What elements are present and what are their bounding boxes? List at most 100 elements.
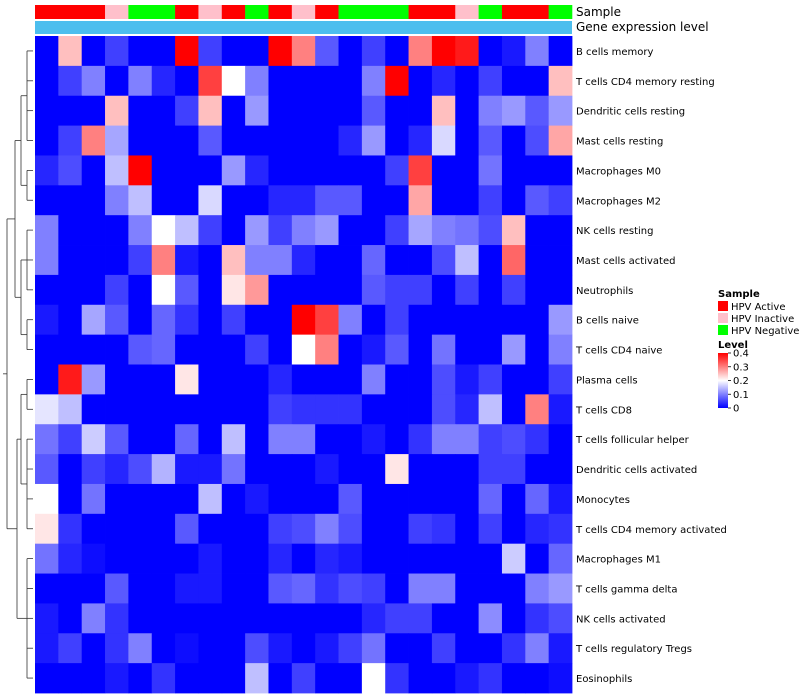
heatmap-cell	[35, 364, 59, 395]
heatmap-cell	[81, 633, 106, 664]
sample-annotation-track	[35, 5, 573, 19]
heatmap-cell	[431, 573, 456, 604]
heatmap-cell	[431, 215, 456, 246]
heatmap-cell	[105, 364, 129, 395]
heatmap-cell	[245, 663, 269, 694]
heatmap-cell	[81, 155, 106, 186]
heatmap-cell	[175, 573, 199, 604]
row-label: Monocytes	[576, 495, 630, 506]
level-tick-label: 0.2	[733, 376, 749, 387]
heatmap-cell	[478, 513, 503, 545]
heatmap-cell	[268, 185, 293, 216]
heatmap-cell	[151, 304, 176, 336]
heatmap-cell	[455, 543, 480, 574]
heatmap-cell	[548, 454, 573, 485]
heatmap-cell	[291, 155, 316, 186]
heatmap-cell	[501, 603, 526, 634]
heatmap-cell	[268, 663, 293, 694]
heatmap-cell	[268, 364, 293, 395]
heatmap-cell	[245, 454, 269, 485]
heatmap-cell	[361, 543, 386, 574]
heatmap-cell	[151, 573, 176, 604]
sample-annotation-cell	[548, 5, 573, 19]
heatmap-cell	[501, 215, 526, 246]
heatmap-cell	[128, 65, 153, 97]
heatmap-cell	[315, 454, 339, 485]
heatmap-cell	[525, 215, 550, 246]
heatmap-cell	[548, 304, 573, 336]
heatmap-cell	[81, 36, 106, 67]
heatmap-cell	[385, 573, 409, 604]
heatmap-cell	[221, 155, 246, 186]
heatmap-cell	[268, 274, 293, 306]
heatmap-cell	[338, 125, 363, 156]
heatmap-cell	[501, 454, 526, 485]
heatmap-cell	[35, 65, 59, 97]
heatmap-cell	[58, 364, 83, 395]
heatmap-cell	[548, 543, 573, 574]
row-label: B cells naive	[576, 316, 639, 327]
row-label: T cells follicular helper	[575, 435, 690, 446]
heatmap-cell	[525, 663, 550, 694]
heatmap-cell	[221, 36, 246, 67]
row-label: Mast cells activated	[576, 256, 675, 267]
heatmap-cell	[35, 633, 59, 664]
heatmap-cell	[58, 573, 83, 604]
heatmap-cell	[198, 663, 223, 694]
heatmap-cell	[268, 603, 293, 634]
sample-annotation-cell	[385, 5, 409, 19]
heatmap-cell	[245, 304, 269, 336]
heatmap-cell	[525, 185, 550, 216]
heatmap-cell	[35, 95, 59, 126]
heatmap-cell	[81, 394, 106, 425]
heatmap-cell	[128, 364, 153, 395]
heatmap-cell	[221, 65, 246, 97]
level-tick-label: 0.3	[733, 362, 749, 373]
heatmap-cell	[291, 483, 316, 515]
heatmap-cell	[268, 633, 293, 664]
heatmap-cell	[268, 304, 293, 336]
heatmap-cell	[408, 454, 433, 485]
heatmap-cell	[338, 573, 363, 604]
heatmap-cell	[245, 245, 269, 276]
heatmap-cell	[58, 454, 83, 485]
heatmap-cell	[245, 215, 269, 246]
heatmap-cell	[128, 543, 153, 574]
heatmap-cell	[58, 513, 83, 545]
heatmap-cell	[525, 454, 550, 485]
row-label: NK cells resting	[576, 226, 653, 237]
heatmap-cell	[548, 185, 573, 216]
heatmap-cell	[175, 304, 199, 336]
heatmap-cell	[338, 185, 363, 216]
heatmap-cell	[81, 125, 106, 156]
heatmap-cell	[198, 424, 223, 455]
heatmap-cell	[221, 633, 246, 664]
heatmap-cell	[128, 185, 153, 216]
expression-annotation-bar	[35, 21, 572, 34]
heatmap-cell	[198, 245, 223, 276]
heatmap-cell	[81, 573, 106, 604]
heatmap-cell	[105, 633, 129, 664]
heatmap-cell	[525, 36, 550, 67]
heatmap-cell	[268, 215, 293, 246]
heatmap-cell	[315, 334, 339, 365]
row-label: Mast cells resting	[576, 137, 663, 148]
heatmap-cell	[478, 274, 503, 306]
heatmap-cell	[548, 215, 573, 246]
heatmap-cell	[175, 245, 199, 276]
heatmap-cell	[151, 633, 176, 664]
heatmap-cell	[81, 483, 106, 515]
heatmap-cell	[478, 36, 503, 67]
heatmap-cell	[245, 364, 269, 395]
heatmap-cell	[455, 245, 480, 276]
heatmap-cell	[175, 65, 199, 97]
heatmap-cell	[291, 543, 316, 574]
heatmap-cell	[221, 603, 246, 634]
heatmap-cell	[548, 155, 573, 186]
heatmap-cell	[175, 155, 199, 186]
heatmap-cell	[105, 36, 129, 67]
heatmap-cell	[478, 633, 503, 664]
heatmap-cell	[431, 424, 456, 455]
heatmap-cell	[35, 36, 59, 67]
heatmap-cell	[268, 394, 293, 425]
